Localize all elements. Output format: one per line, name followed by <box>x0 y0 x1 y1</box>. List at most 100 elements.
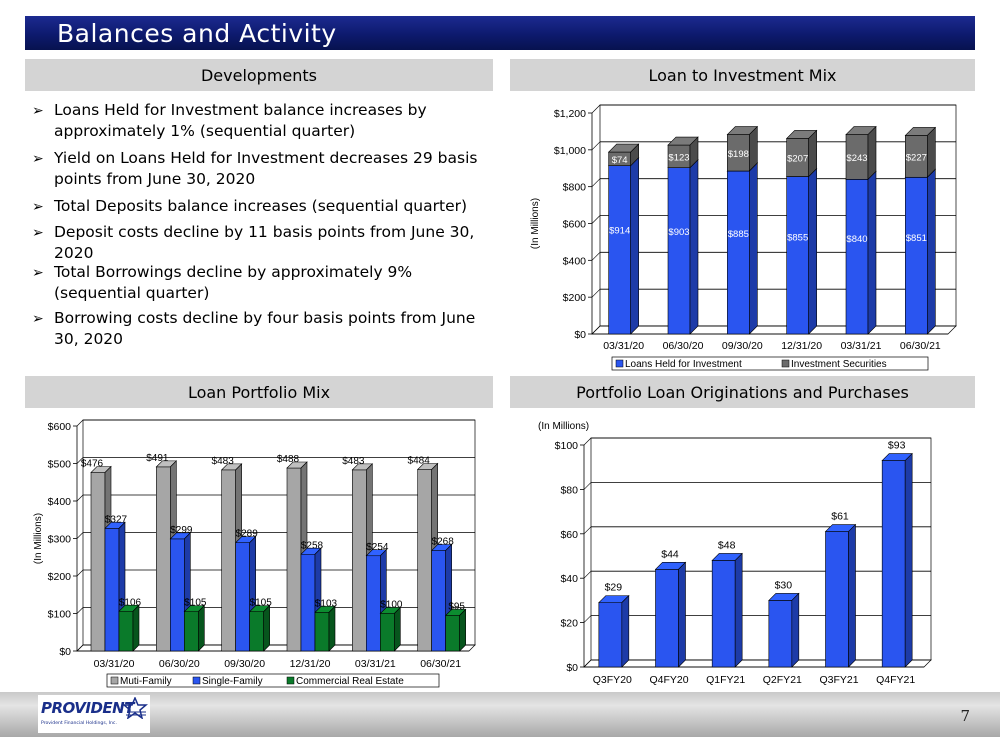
legend-item: Loans Held for Investment <box>615 359 742 370</box>
bar-front <box>431 550 446 652</box>
gridline-diagonal <box>76 569 84 577</box>
bar-side <box>927 126 936 178</box>
footer-bar <box>0 692 1000 737</box>
x-tick-label: Q4FY21 <box>876 674 915 686</box>
bullet-text: Deposit costs decline by 11 basis points… <box>54 223 475 262</box>
bar-side <box>749 125 758 172</box>
legend-label: Single-Family <box>202 676 263 687</box>
loans-bar <box>785 167 818 335</box>
data-label: $483 <box>212 456 235 467</box>
bar-side <box>630 143 639 167</box>
legend-box <box>106 673 440 688</box>
bar-side <box>927 168 936 335</box>
bar-side <box>394 606 401 652</box>
data-label: $44 <box>661 548 679 560</box>
bar-front <box>366 555 381 652</box>
securities-bar <box>785 129 818 178</box>
data-label: $840 <box>846 234 867 245</box>
bar-front <box>845 179 869 335</box>
y-tick-label: $20 <box>560 618 578 630</box>
bar-side <box>749 162 758 335</box>
y-tick-label: $0 <box>574 329 586 341</box>
y-tick-label: $0 <box>566 662 578 674</box>
data-label: $491 <box>146 453 169 464</box>
y-tick-label: $600 <box>48 421 72 433</box>
y-tick-label: $400 <box>563 255 587 267</box>
bar-front <box>286 467 302 652</box>
bar-side <box>808 129 817 178</box>
gridline-diagonal <box>76 607 84 614</box>
cre-bar <box>118 604 140 652</box>
legend-item: Commercial Real Estate <box>286 676 404 687</box>
x-tick-label: Q1FY21 <box>706 674 745 686</box>
arrow-bullet-icon: ➢ <box>32 103 44 119</box>
securities-bar <box>726 125 759 172</box>
bullet-item: ➢ Deposit costs decline by 11 basis point… <box>32 222 492 263</box>
data-label: $914 <box>609 226 630 237</box>
data-label: $327 <box>105 514 128 525</box>
data-label: $227 <box>906 152 927 163</box>
data-label: $48 <box>718 539 736 551</box>
bar-front <box>598 602 623 668</box>
gridline-diagonal <box>591 141 601 151</box>
data-label: $289 <box>236 529 259 540</box>
legend-swatch <box>781 359 790 368</box>
data-label: $95 <box>448 601 465 612</box>
gridline-diagonal <box>76 457 84 464</box>
bar-front <box>786 176 809 335</box>
y-tick-label: $1,200 <box>554 108 586 120</box>
securities-bar <box>667 136 699 169</box>
developments-header: Developments <box>25 59 493 91</box>
bullet-text: Loans Held for Investment balance increa… <box>54 101 427 140</box>
singlefamily-bar <box>169 532 192 652</box>
data-label: $903 <box>668 227 689 238</box>
cre-bar <box>314 605 336 652</box>
x-tick-label: 12/31/20 <box>290 658 331 670</box>
data-label: $885 <box>728 229 749 240</box>
slide-title: Balances and Activity <box>57 19 337 48</box>
data-label: $268 <box>432 537 455 548</box>
arrow-bullet-icon: ➢ <box>32 199 44 215</box>
bullet-text: Total Borrowings decline by approximatel… <box>54 263 413 302</box>
bullet-text: Borrowing costs decline by four basis po… <box>54 309 476 348</box>
data-label: $74 <box>612 155 628 166</box>
arrow-bullet-icon: ➢ <box>32 151 44 167</box>
loan-investment-mix-header: Loan to Investment Mix <box>510 59 975 91</box>
x-tick-label: 12/31/20 <box>781 340 822 352</box>
bar-front <box>417 469 432 652</box>
bar-front <box>118 610 134 652</box>
chart-legend: Muti-Family Single-Family Commercial Real … <box>106 673 440 688</box>
plot-floor <box>583 659 932 668</box>
x-tick-label: Q3FY20 <box>593 674 632 686</box>
bar-side <box>689 158 699 335</box>
securities-bar <box>845 125 877 181</box>
y-tick-label: $200 <box>48 571 72 583</box>
bar-side <box>867 125 877 181</box>
loans-bar <box>904 168 937 335</box>
y-tick-label: $80 <box>560 484 578 496</box>
gridline-diagonal <box>583 570 592 579</box>
x-tick-label: Q2FY21 <box>763 674 802 686</box>
origination-bar <box>711 552 743 668</box>
data-label: $243 <box>846 153 867 164</box>
origination-bar <box>654 561 687 668</box>
data-label: $29 <box>605 582 623 594</box>
x-tick-label: 09/30/20 <box>722 340 763 352</box>
bar-side <box>328 605 336 652</box>
bar-side <box>791 592 800 668</box>
bar-front <box>249 611 264 652</box>
data-label: $299 <box>170 525 193 536</box>
bullet-text: Total Deposits balance increases (sequen… <box>54 197 468 215</box>
x-tick-label: Q4FY20 <box>649 674 688 686</box>
gridline-diagonal <box>76 532 84 539</box>
bullet-item: ➢ Loans Held for Investment balance incre… <box>32 100 492 141</box>
bar-front <box>90 472 106 652</box>
gridline-diagonal <box>76 419 84 427</box>
bar-side <box>132 604 140 652</box>
bar-side <box>904 452 913 668</box>
cre-bar <box>444 608 467 652</box>
bar-side <box>689 136 699 169</box>
bar-side <box>198 604 205 652</box>
bullet-item: ➢ Borrowing costs decline by four basis p… <box>32 308 492 349</box>
y-tick-label: $60 <box>560 529 578 541</box>
